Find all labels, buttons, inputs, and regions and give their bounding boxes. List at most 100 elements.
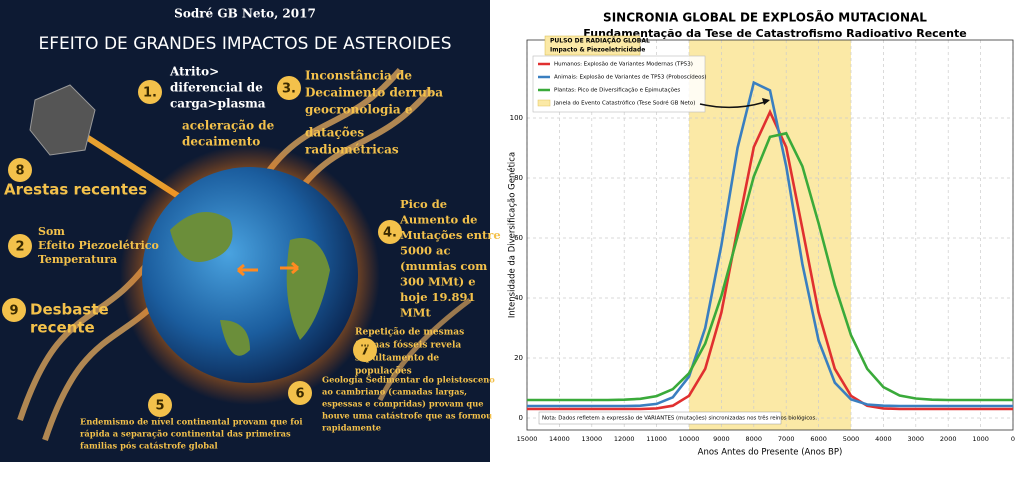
number-badge	[2, 298, 26, 322]
item-text: carga>plasma	[170, 97, 266, 111]
arrow-head	[762, 98, 770, 105]
item-text: decaimento	[182, 135, 260, 149]
x-tick-label: 4000	[875, 435, 892, 443]
series-line	[527, 80, 1013, 408]
note-box	[538, 411, 782, 425]
number: 9	[9, 304, 18, 319]
annotation-arrow	[699, 100, 769, 109]
number: 3.	[282, 82, 296, 97]
number: 7	[360, 344, 369, 359]
y-tick-label: 60	[514, 234, 523, 242]
number-badge	[138, 80, 162, 104]
x-tick-label: 13000	[581, 435, 602, 443]
x-tick-label: 0	[1011, 435, 1015, 443]
item-text: formas fósseis revela	[355, 340, 461, 351]
item-text: (mumias com	[400, 259, 487, 273]
item-text: radiométricas	[305, 143, 399, 157]
number-badge	[277, 76, 301, 100]
title: EFEITO DE GRANDES IMPACTOS DE ASTEROIDES	[39, 34, 452, 54]
x-tick-label: 6000	[810, 435, 827, 443]
annotation-box	[544, 35, 641, 56]
chart-subtitle: Fundamentação da Tese de Catastrofismo R…	[583, 27, 966, 40]
y-tick-label: 80	[514, 174, 523, 182]
x-tick-label: 14000	[549, 435, 570, 443]
item-text: Geologia Sedimentar do pleistosceno	[322, 375, 495, 385]
legend-label: Animais: Explosão de Variantes de TP53 (…	[554, 74, 707, 81]
y-axis-label: Intensidade da Diversificação Genética	[507, 152, 518, 318]
item-text: aceleração de	[182, 119, 275, 133]
legend-swatch	[537, 99, 551, 107]
item-text: populações	[355, 366, 412, 377]
number: 8	[15, 164, 24, 179]
number: 6	[295, 387, 304, 402]
y-tick-label: 40	[514, 294, 523, 302]
number-badge	[288, 381, 312, 405]
item-text: geocronologia e	[305, 103, 413, 117]
number: 1.	[143, 86, 157, 101]
number-badge	[378, 220, 402, 244]
item-text: espessas e compridas) provam que	[322, 399, 484, 409]
item-text: Mutações entre	[400, 228, 501, 242]
x-tick-label: 2000	[940, 435, 957, 443]
item-text: datações	[305, 126, 364, 140]
number: 5	[155, 399, 164, 414]
drift-arrows	[237, 261, 299, 277]
annotation: Impacto & Piezoeletricidade	[550, 47, 645, 54]
plot-frame	[526, 39, 1014, 431]
x-axis-label: Anos Antes do Presente (Anos BP)	[698, 448, 843, 458]
series-line	[527, 131, 1013, 402]
item-text: rapidamente	[322, 423, 381, 433]
x-tick-label: 1000	[972, 435, 989, 443]
item-text: MMt	[400, 306, 431, 320]
legend-box	[532, 55, 706, 113]
x-tick-label: 7000	[778, 435, 795, 443]
number-badge	[353, 338, 377, 362]
x-tick-label: 5000	[843, 435, 860, 443]
item-text: 300 MMt) e	[400, 275, 476, 289]
legend-label: Humanos: Explosão de Variantes Modernas …	[554, 62, 693, 68]
item-text: Arestas recentes	[4, 181, 147, 199]
x-tick-label: 10000	[679, 435, 700, 443]
number-badge	[8, 234, 32, 258]
series-line	[527, 108, 1013, 411]
item-text: recente	[30, 319, 95, 337]
chart: SINCRONIA GLOBAL DE EXPLOSÃO MUTACIONAL F…	[507, 10, 1016, 458]
item-text: Temperatura	[38, 253, 117, 266]
item-text: diferencial de	[170, 81, 263, 95]
item-text: rápida a separação continental das prime…	[80, 429, 291, 439]
x-tick-label: 8000	[746, 435, 763, 443]
header: Sodré GB Neto, 2017	[174, 7, 316, 21]
item-text: Endemismo de nível continental provam qu…	[80, 417, 303, 427]
x-tick-label: 11000	[646, 435, 667, 443]
item-text: houve uma catástrofe que as formou	[322, 411, 492, 421]
number-badge	[148, 393, 172, 417]
x-tick-label: 3000	[908, 435, 925, 443]
number-badge	[8, 158, 32, 182]
note: Nota: Dados refletem a expressão de VARI…	[542, 415, 817, 422]
item-text: Som	[38, 225, 65, 238]
item-text: Decaimento derruba	[305, 86, 443, 100]
y-tick-label: 0	[519, 414, 523, 422]
x-tick-label: 12000	[614, 435, 635, 443]
number: 4.	[383, 226, 397, 241]
legend-label: Janela do Evento Catastrófico (Tese Sodr…	[553, 100, 695, 107]
item-text: Atrito>	[169, 65, 219, 79]
item-text: 5000 ac	[400, 244, 450, 258]
x-tick-label: 15000	[517, 435, 538, 443]
item-text: ao cambriano (camadas largas,	[322, 387, 467, 398]
item-text: Inconstância de	[305, 69, 412, 83]
number: 2	[15, 240, 24, 255]
chart-title: SINCRONIA GLOBAL DE EXPLOSÃO MUTACIONAL	[603, 10, 927, 25]
dna-strand	[377, 298, 472, 402]
legend-label: Plantas: Pico de Diversificação e Epimut…	[554, 88, 680, 94]
asteroid	[29, 84, 96, 156]
event-window	[689, 40, 851, 430]
item-text: Aumento de	[399, 213, 477, 227]
item-text: familias pós catástrofe global	[80, 441, 218, 451]
item-text: Desbaste	[30, 301, 109, 319]
x-tick-label: 9000	[713, 435, 730, 443]
continents	[170, 212, 330, 356]
item-text: sepultamento de	[355, 354, 439, 364]
annotation: PULSO DE RADIAÇÃO GLOBAL	[550, 38, 650, 45]
